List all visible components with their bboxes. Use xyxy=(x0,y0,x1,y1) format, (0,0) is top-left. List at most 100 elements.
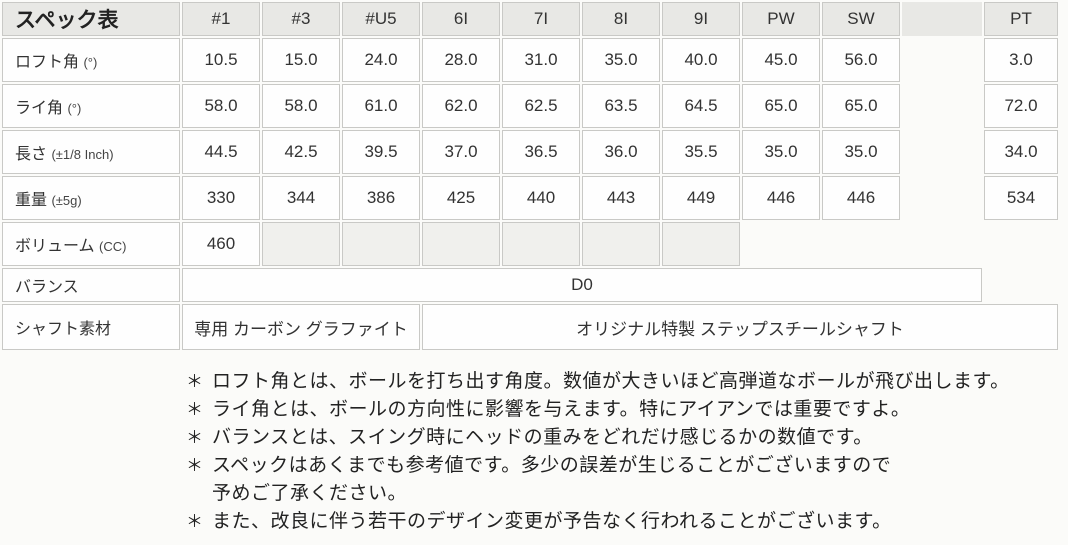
spec-value-cell: 24.0 xyxy=(342,38,420,82)
spec-value-cell: 72.0 xyxy=(984,84,1058,128)
spec-value-cell: 61.0 xyxy=(342,84,420,128)
column-header-pw: PW xyxy=(742,2,820,36)
asterisk-marker: ＊ xyxy=(186,400,203,419)
spec-value-cell: 65.0 xyxy=(742,84,820,128)
spec-value-cell: 31.0 xyxy=(502,38,580,82)
empty-shaded-cell xyxy=(262,222,340,266)
blank-cell xyxy=(742,222,820,266)
spec-value-cell: 62.0 xyxy=(422,84,500,128)
asterisk-marker: ＊ xyxy=(186,372,203,391)
spec-value-cell: 36.0 xyxy=(582,130,660,174)
table-row-volume: ボリューム (CC) 460 xyxy=(2,222,1058,266)
spec-value-cell: 58.0 xyxy=(262,84,340,128)
footnotes: ＊ ロフト角とは、ボールを打ち出す角度。数値が大きいほど高弾道なボールが飛び出し… xyxy=(186,368,1068,536)
spec-value-cell: 35.0 xyxy=(582,38,660,82)
asterisk-marker: ＊ xyxy=(186,428,203,447)
table-row-shaft: シャフト素材 専用 カーボン グラファイト オリジナル特製 ステップスチールシャ… xyxy=(2,304,1058,350)
footnote-spec-reference: ＊ スペックはあくまでも参考値です。多少の誤差が生じることがございますので xyxy=(186,452,1068,480)
asterisk-marker: ＊ xyxy=(186,512,203,531)
table-row-balance: バランス D0 xyxy=(2,268,1058,302)
table-row-loft: ロフト角 (°) 10.5 15.0 24.0 28.0 31.0 35.0 4… xyxy=(2,38,1058,82)
spec-value-cell: 330 xyxy=(182,176,260,220)
empty-shaded-cell xyxy=(342,222,420,266)
blank-cell xyxy=(984,222,1058,266)
column-header-8i: 8I xyxy=(582,2,660,36)
spacer-cell xyxy=(902,176,982,220)
table-row-lie: ライ角 (°) 58.0 58.0 61.0 62.0 62.5 63.5 64… xyxy=(2,84,1058,128)
spec-value-cell: 35.5 xyxy=(662,130,740,174)
spec-value-cell: 425 xyxy=(422,176,500,220)
spec-value-cell: 58.0 xyxy=(182,84,260,128)
footnote-balance: ＊ バランスとは、スイング時にヘッドの重みをどれだけ感じるかの数値です。 xyxy=(186,424,1068,452)
column-header-9i: 9I xyxy=(662,2,740,36)
column-header-sw: SW xyxy=(822,2,900,36)
spacer-cell xyxy=(902,130,982,174)
footnote-text: また、改良に伴う若干のデザイン変更が予告なく行われることがございます。 xyxy=(212,511,892,532)
spec-value-cell: 36.5 xyxy=(502,130,580,174)
spec-value-cell: 42.5 xyxy=(262,130,340,174)
shaft-carbon-cell: 専用 カーボン グラファイト xyxy=(182,304,420,350)
spec-value-cell: 62.5 xyxy=(502,84,580,128)
spec-value-cell: 37.0 xyxy=(422,130,500,174)
spec-value-cell: 44.5 xyxy=(182,130,260,174)
spec-value-cell: 56.0 xyxy=(822,38,900,82)
footnote-text: スペックはあくまでも参考値です。多少の誤差が生じることがございますので xyxy=(212,455,892,476)
footnote-spec-reference-cont: 予めご了承ください。 xyxy=(186,480,1068,508)
footnote-design-change: ＊ また、改良に伴う若干のデザイン変更が予告なく行われることがございます。 xyxy=(186,508,1068,536)
footnote-text: バランスとは、スイング時にヘッドの重みをどれだけ感じるかの数値です。 xyxy=(212,427,873,448)
spec-value-cell: 65.0 xyxy=(822,84,900,128)
spec-value-cell: 39.5 xyxy=(342,130,420,174)
spacer-column xyxy=(902,2,982,36)
blank-cell xyxy=(822,222,900,266)
spec-value-cell: 35.0 xyxy=(742,130,820,174)
table-title: スペック表 xyxy=(2,2,180,36)
spec-table: スペック表 #1 #3 #U5 6I 7I 8I 9I PW SW PT ロフト… xyxy=(2,2,1058,350)
spec-value-cell: 64.5 xyxy=(662,84,740,128)
spacer-cell xyxy=(902,38,982,82)
spec-value-cell: 34.0 xyxy=(984,130,1058,174)
spec-value-cell: 344 xyxy=(262,176,340,220)
column-header-1: #1 xyxy=(182,2,260,36)
row-label-lie: ライ角 (°) xyxy=(2,84,180,128)
spacer-cell xyxy=(902,222,982,266)
spec-value-cell: 440 xyxy=(502,176,580,220)
empty-shaded-cell xyxy=(582,222,660,266)
empty-shaded-cell xyxy=(662,222,740,266)
spec-value-cell: 45.0 xyxy=(742,38,820,82)
spec-value-cell: 40.0 xyxy=(662,38,740,82)
row-label-shaft: シャフト素材 xyxy=(2,304,180,350)
balance-value-cell: D0 xyxy=(182,268,982,302)
table-row-weight: 重量 (±5g) 330 344 386 425 440 443 449 446… xyxy=(2,176,1058,220)
column-header-u5: #U5 xyxy=(342,2,420,36)
blank-cell xyxy=(984,268,1058,302)
asterisk-marker xyxy=(186,480,212,508)
column-header-3: #3 xyxy=(262,2,340,36)
spec-value-cell: 3.0 xyxy=(984,38,1058,82)
row-label-weight: 重量 (±5g) xyxy=(2,176,180,220)
shaft-steel-cell: オリジナル特製 ステップスチールシャフト xyxy=(422,304,1058,350)
row-label-loft: ロフト角 (°) xyxy=(2,38,180,82)
header-row: スペック表 #1 #3 #U5 6I 7I 8I 9I PW SW PT xyxy=(2,2,1058,36)
spec-value-cell: 460 xyxy=(182,222,260,266)
column-header-6i: 6I xyxy=(422,2,500,36)
empty-shaded-cell xyxy=(502,222,580,266)
table-row-length: 長さ (±1/8 Inch) 44.5 42.5 39.5 37.0 36.5 … xyxy=(2,130,1058,174)
row-label-volume: ボリューム (CC) xyxy=(2,222,180,266)
spacer-cell xyxy=(902,84,982,128)
spec-value-cell: 15.0 xyxy=(262,38,340,82)
asterisk-marker: ＊ xyxy=(186,456,203,475)
spec-value-cell: 28.0 xyxy=(422,38,500,82)
footnote-text: ロフト角とは、ボールを打ち出す角度。数値が大きいほど高弾道なボールが飛び出します… xyxy=(212,371,1010,392)
footnote-text: 予めご了承ください。 xyxy=(212,483,408,504)
spec-value-cell: 386 xyxy=(342,176,420,220)
empty-shaded-cell xyxy=(422,222,500,266)
spec-value-cell: 446 xyxy=(742,176,820,220)
column-header-pt: PT xyxy=(984,2,1058,36)
spec-value-cell: 534 xyxy=(984,176,1058,220)
spec-value-cell: 10.5 xyxy=(182,38,260,82)
row-label-length: 長さ (±1/8 Inch) xyxy=(2,130,180,174)
row-label-balance: バランス xyxy=(2,268,180,302)
column-header-7i: 7I xyxy=(502,2,580,36)
spec-value-cell: 443 xyxy=(582,176,660,220)
spec-value-cell: 449 xyxy=(662,176,740,220)
